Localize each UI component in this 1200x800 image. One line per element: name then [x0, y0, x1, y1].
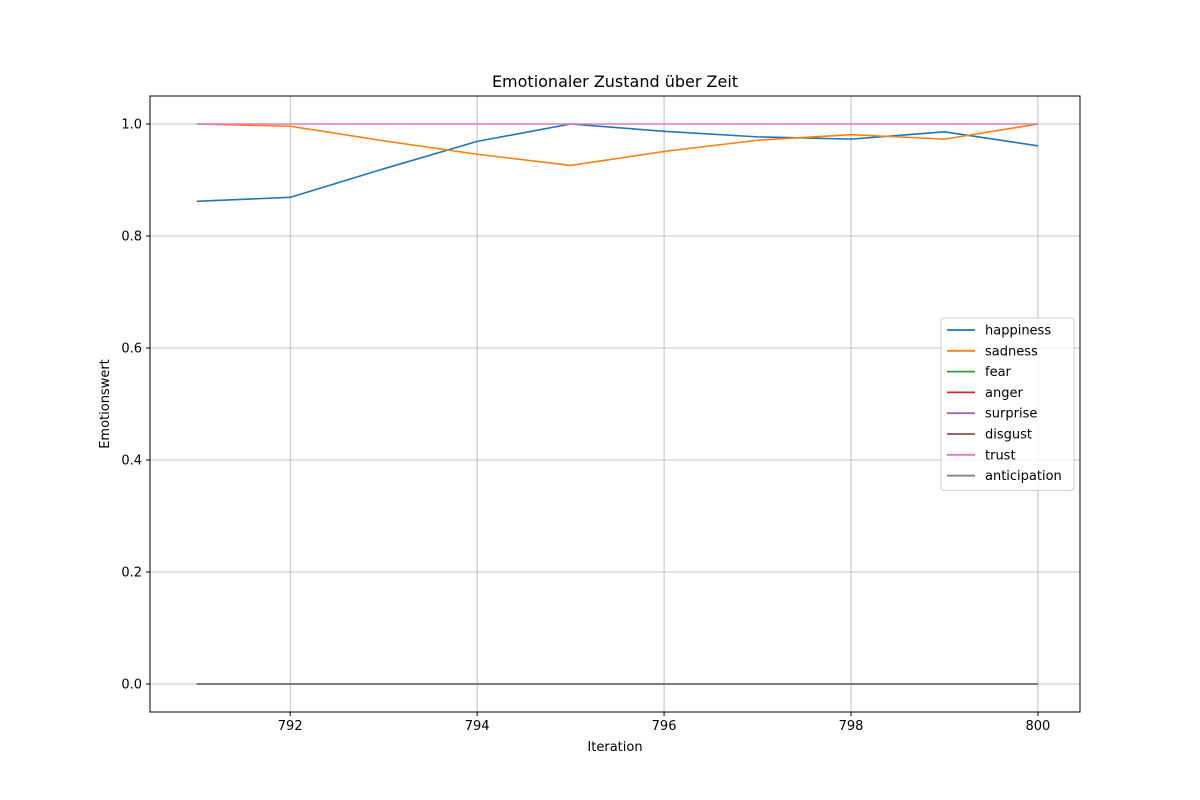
y-axis-label: Emotionswert — [98, 359, 113, 449]
legend-label-happiness: happiness — [985, 324, 1051, 339]
x-tick-label: 800 — [1026, 719, 1051, 734]
y-tick-label: 1.0 — [121, 118, 142, 133]
legend-label-fear: fear — [985, 365, 1012, 380]
y-axis: 0.0 0.2 0.4 0.6 0.8 1.0 — [121, 118, 150, 693]
x-axis-label: Iteration — [587, 740, 642, 755]
series-line-sadness — [196, 123, 1039, 167]
legend-label-disgust: disgust — [985, 428, 1032, 443]
y-tick-label: 0.8 — [121, 230, 142, 245]
x-tick-label: 794 — [465, 719, 490, 734]
x-tick-label: 796 — [652, 719, 677, 734]
legend-label-surprise: surprise — [985, 407, 1037, 422]
y-tick-label: 0.6 — [121, 342, 142, 357]
x-axis: 792 794 796 798 800 — [278, 712, 1051, 734]
legend-label-sadness: sadness — [985, 344, 1038, 359]
x-tick-label: 792 — [278, 719, 303, 734]
x-tick-label: 798 — [839, 719, 864, 734]
y-tick-label: 0.2 — [121, 566, 142, 581]
series-line-happiness — [196, 123, 1039, 203]
y-tick-label: 0.0 — [121, 678, 142, 693]
legend-label-anger: anger — [985, 386, 1023, 401]
y-tick-label: 0.4 — [121, 454, 142, 469]
chart-title: Emotionaler Zustand über Zeit — [492, 72, 738, 91]
legend-label-trust: trust — [985, 448, 1016, 463]
plot-area-frame — [149, 95, 1081, 713]
series-lines — [196, 123, 1039, 685]
legend-box — [940, 317, 1075, 491]
legend-label-anticipation: anticipation — [985, 469, 1062, 484]
legend: happiness sadness fear anger surprise disgust… — [940, 317, 1075, 491]
